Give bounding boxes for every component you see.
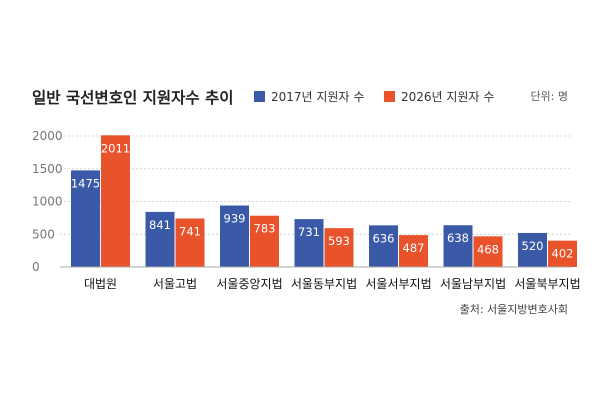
bar-value-label: 402 [552, 247, 574, 261]
bar [518, 232, 547, 267]
bar [250, 215, 279, 267]
unit-label: 단위: 명 [530, 90, 568, 103]
y-tick-label: 1500 [32, 162, 63, 176]
bar [399, 235, 428, 267]
bar [473, 236, 503, 267]
x-category-label: 서울서부지법 [365, 277, 431, 291]
y-tick-label: 2000 [32, 129, 63, 143]
bar [294, 219, 324, 267]
x-category-label: 서울고법 [153, 277, 197, 291]
bar-value-label: 638 [447, 231, 469, 245]
bar [324, 228, 354, 267]
bar-value-label: 468 [477, 242, 499, 256]
bar [369, 225, 398, 267]
legend-swatch-2017 [254, 91, 265, 102]
x-category-label: 서울중앙지법 [216, 277, 282, 291]
bar [175, 218, 205, 267]
source-note: 출처: 서울지방변호사회 [460, 303, 568, 316]
bar-value-label: 841 [149, 218, 171, 232]
bar [145, 211, 175, 267]
legend-label-2026: 2026년 지원자 수 [401, 90, 494, 104]
bar [220, 205, 249, 267]
x-category-label: 서울남부지법 [440, 277, 506, 291]
bar [101, 135, 130, 267]
bar [548, 240, 577, 267]
bar-value-label: 593 [328, 234, 350, 248]
bar-value-label: 783 [254, 222, 276, 236]
bar-value-label: 2011 [101, 141, 130, 155]
x-category-label: 서울동부지법 [291, 277, 357, 291]
chart-title: 일반 국선변호인 지원자수 추이 [32, 88, 234, 107]
bar-value-label: 939 [224, 211, 246, 225]
y-tick-label: 0 [32, 260, 40, 274]
legend-label-2017: 2017년 지원자 수 [271, 90, 364, 104]
bar-value-label: 520 [522, 239, 544, 253]
bar-value-label: 636 [373, 231, 395, 245]
x-category-label: 서울북부지법 [514, 277, 580, 291]
x-category-label: 대법원 [84, 277, 117, 291]
legend-swatch-2026 [384, 91, 395, 102]
y-tick-label: 1000 [32, 195, 63, 209]
bar-value-label: 731 [298, 225, 320, 239]
bar [71, 170, 100, 267]
bar-value-label: 1475 [71, 176, 100, 190]
bar-value-label: 487 [403, 241, 425, 255]
bar [443, 225, 473, 267]
bar-value-label: 741 [179, 224, 201, 238]
y-tick-label: 500 [32, 227, 55, 241]
